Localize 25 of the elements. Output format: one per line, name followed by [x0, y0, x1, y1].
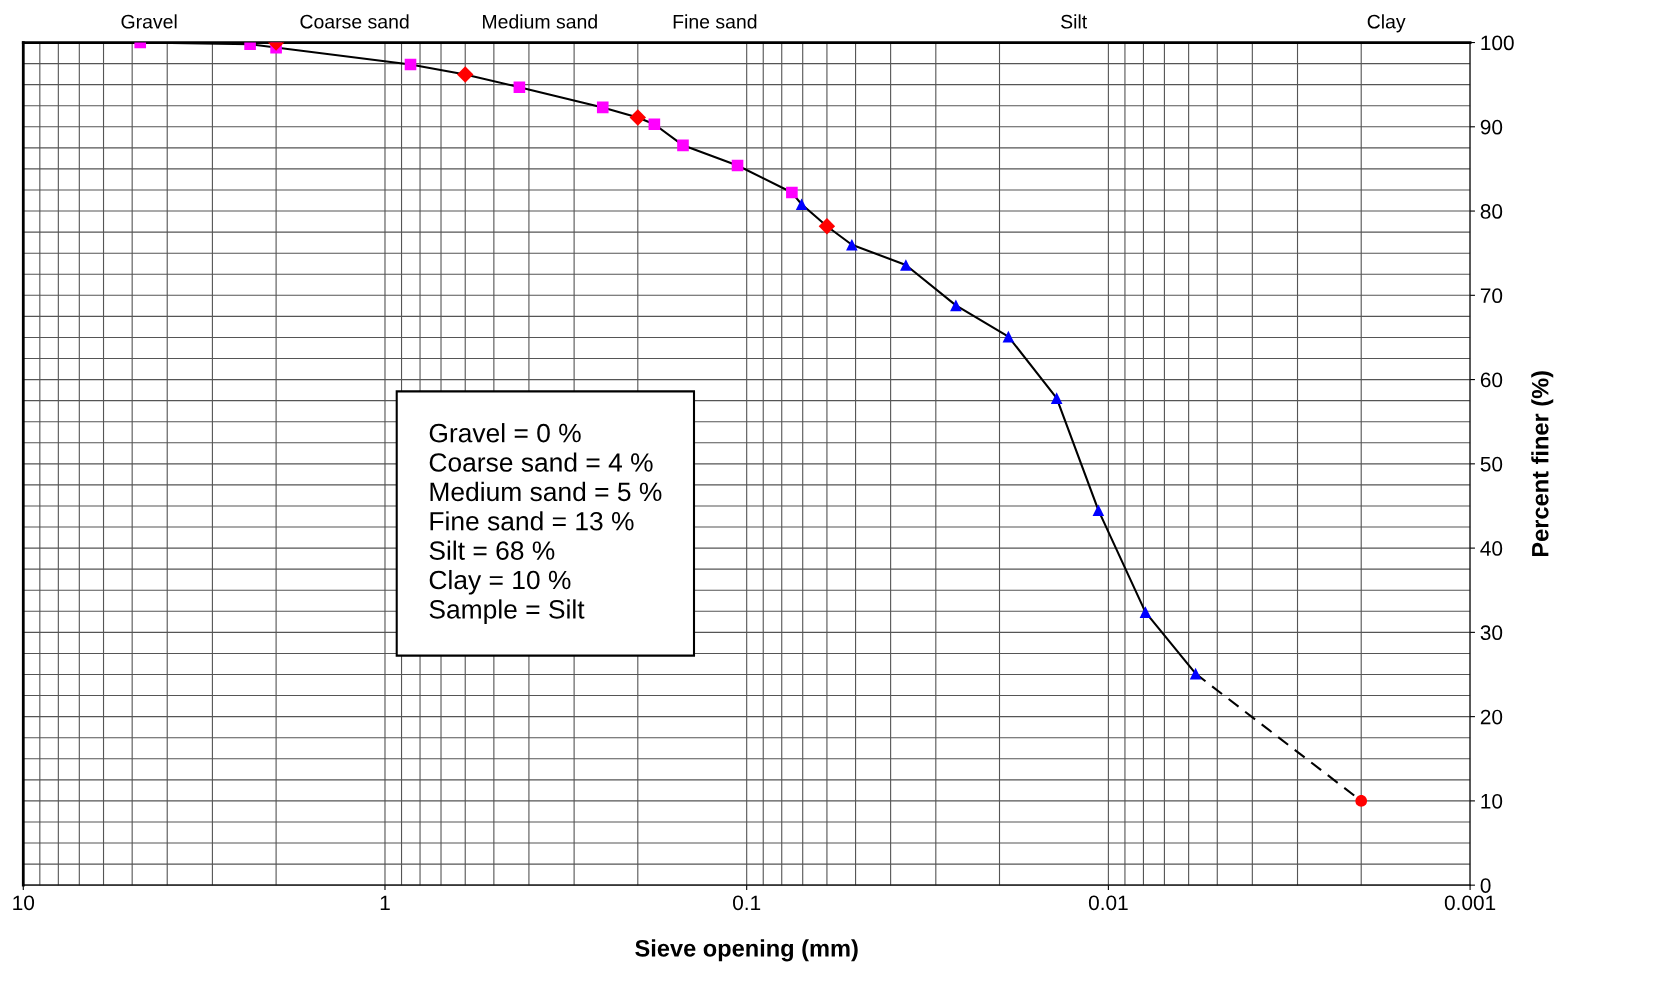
y-tick-label: 20	[1480, 709, 1503, 725]
x-axis-title: Sieve opening (mm)	[635, 939, 858, 962]
text: Medium sand	[483, 14, 597, 29]
y-tick-label: 0	[1480, 878, 1491, 893]
x-tick-label: 10	[13, 895, 35, 911]
text: Gravel	[121, 14, 177, 29]
x-tick-label: 0.001	[1444, 895, 1496, 911]
y-tick-label: 70	[1480, 288, 1503, 304]
x-tick-label: 0.1	[733, 895, 761, 911]
y-tick-label: 40	[1480, 541, 1503, 556]
text: Coarse sand	[300, 14, 409, 29]
y-tick-label: 80	[1480, 204, 1503, 219]
text: Fine sand	[673, 14, 757, 29]
y-tick-label: 10	[1481, 793, 1503, 809]
x-tick-label: 0.01	[1088, 895, 1128, 911]
y-tick-label: 60	[1480, 372, 1503, 388]
text: Silt	[1061, 14, 1088, 29]
text: Clay	[1367, 14, 1406, 33]
y-axis-title: Percent finer (%)	[1531, 371, 1554, 557]
y-tick-label: 50	[1480, 456, 1503, 472]
y-tick-label: 100	[1481, 35, 1514, 51]
y-tick-label: 90	[1480, 119, 1503, 135]
annotation: Gravel = 0 % Coarse sand = 4 % Medium sand = 5 % Fine sand = 13 % Silt = 68 % Clay = 10 % Sample = Silt	[429, 423, 662, 624]
y-tick-label: 30	[1480, 625, 1503, 641]
x-tick-label: 1	[380, 895, 390, 910]
